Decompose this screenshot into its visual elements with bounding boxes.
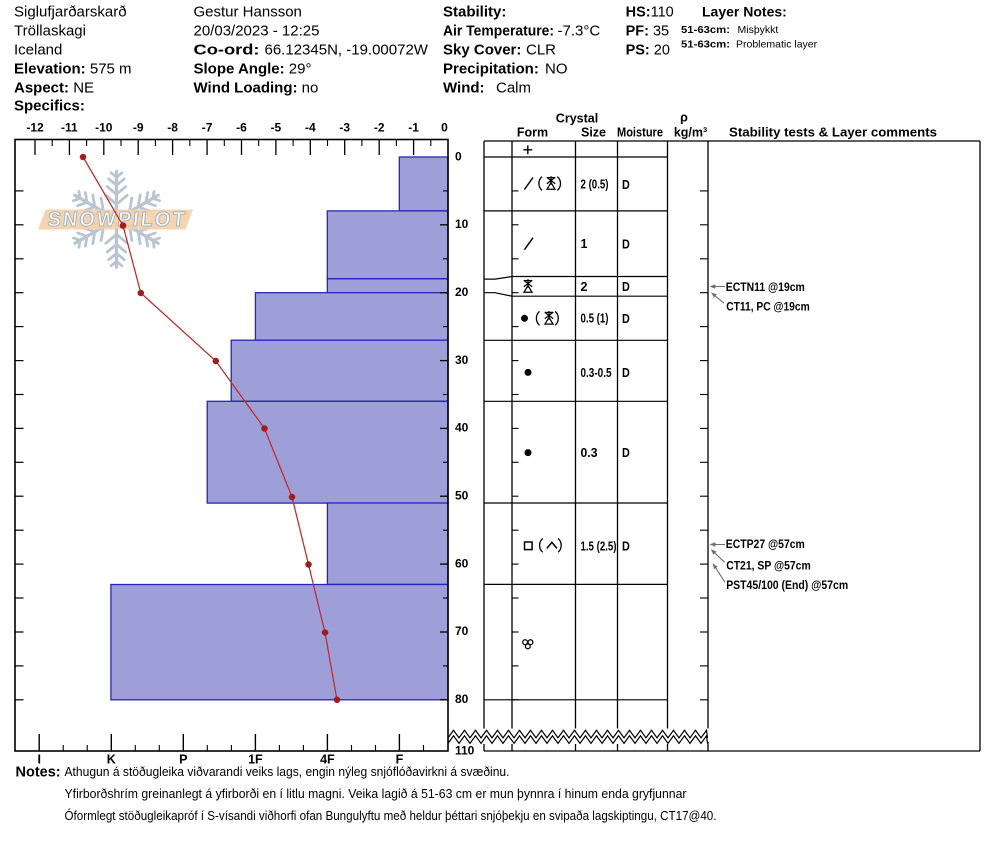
svg-text:-7: -7 bbox=[202, 121, 213, 135]
svg-text:Slope Angle: 29°: Slope Angle: 29° bbox=[194, 61, 312, 78]
svg-text:CT11, PC @19cm: CT11, PC @19cm bbox=[726, 300, 810, 314]
svg-text:0: 0 bbox=[455, 149, 462, 163]
svg-text:Gestur Hansson: Gestur Hansson bbox=[194, 4, 302, 21]
svg-text:Wind Loading: no: Wind Loading: no bbox=[194, 80, 319, 97]
svg-text:Yfirborðshrím greinanlegt á yf: Yfirborðshrím greinanlegt á yfirborði en… bbox=[65, 786, 688, 801]
svg-text:0.3-0.5: 0.3-0.5 bbox=[581, 366, 612, 380]
svg-text:-6: -6 bbox=[236, 121, 247, 135]
svg-text:Misþykkt: Misþykkt bbox=[738, 24, 779, 36]
svg-text:0.5 (1): 0.5 (1) bbox=[581, 312, 609, 326]
svg-text:-5: -5 bbox=[271, 121, 282, 135]
svg-text:51-63cm:: 51-63cm: bbox=[681, 38, 730, 50]
svg-text:ρ: ρ bbox=[680, 111, 688, 125]
svg-text:K: K bbox=[107, 753, 116, 767]
svg-text:Aspect: NE: Aspect: NE bbox=[14, 80, 94, 97]
svg-text:66.12345N, -19.00072W: 66.12345N, -19.00072W bbox=[265, 42, 429, 59]
svg-text:D: D bbox=[622, 279, 630, 294]
svg-text:-1: -1 bbox=[408, 121, 419, 135]
svg-text:Form: Form bbox=[517, 126, 548, 140]
svg-text:50: 50 bbox=[455, 489, 469, 503]
svg-text:D: D bbox=[622, 539, 630, 554]
svg-text:Iceland: Iceland bbox=[14, 42, 62, 59]
svg-text:HS:110: HS:110 bbox=[626, 5, 674, 21]
svg-text:80: 80 bbox=[455, 692, 469, 706]
svg-text:ECTP27 @57cm: ECTP27 @57cm bbox=[726, 537, 805, 551]
svg-text:kg/m³: kg/m³ bbox=[674, 126, 707, 140]
svg-text:SNOWPILOT: SNOWPILOT bbox=[46, 208, 187, 231]
svg-text:Notes:: Notes: bbox=[16, 765, 61, 781]
svg-text:-12: -12 bbox=[26, 121, 44, 135]
svg-text:Óformlegt stöðugleikapróf í S-: Óformlegt stöðugleikapróf í S-vísandi vi… bbox=[65, 808, 717, 823]
svg-text:Wind:: Wind: bbox=[443, 80, 485, 97]
svg-text:Sky Cover:: Sky Cover: bbox=[443, 42, 521, 59]
svg-text:1.5 (2.5): 1.5 (2.5) bbox=[581, 539, 617, 553]
svg-text:Specifics:: Specifics: bbox=[14, 98, 85, 115]
svg-text:1F: 1F bbox=[248, 753, 263, 767]
svg-text:Siglufjarðarskarð: Siglufjarðarskarð bbox=[14, 4, 127, 21]
svg-text:Moisture: Moisture bbox=[617, 126, 663, 140]
svg-text:D: D bbox=[622, 236, 630, 251]
svg-text:70: 70 bbox=[455, 624, 469, 638]
svg-text:-8: -8 bbox=[167, 121, 178, 135]
svg-text:51-63cm:: 51-63cm: bbox=[681, 24, 730, 36]
svg-text:Co-ord:: Co-ord: bbox=[194, 42, 260, 59]
svg-text:20/03/2023 - 12:25: 20/03/2023 - 12:25 bbox=[194, 23, 320, 40]
svg-text:Stability tests & Layer commen: Stability tests & Layer comments bbox=[729, 125, 937, 140]
svg-text:0: 0 bbox=[441, 121, 448, 135]
svg-text:110: 110 bbox=[455, 744, 475, 758]
svg-text:Stability:: Stability: bbox=[443, 4, 506, 21]
svg-text:-10: -10 bbox=[95, 121, 113, 135]
svg-text:2 (0.5): 2 (0.5) bbox=[581, 178, 609, 192]
svg-text:Layer Notes:: Layer Notes: bbox=[702, 4, 787, 20]
svg-text:60: 60 bbox=[455, 556, 469, 570]
svg-text:I: I bbox=[37, 753, 40, 767]
svg-text:D: D bbox=[622, 445, 630, 460]
svg-text:PS: 20: PS: 20 bbox=[626, 43, 670, 59]
svg-text:D: D bbox=[622, 365, 630, 380]
svg-text:Size: Size bbox=[581, 126, 606, 140]
svg-text:D: D bbox=[622, 311, 630, 326]
svg-text:ECTN11 @19cm: ECTN11 @19cm bbox=[726, 280, 805, 294]
svg-text:Tröllaskagi: Tröllaskagi bbox=[14, 23, 86, 40]
svg-text:P: P bbox=[179, 753, 187, 767]
svg-text:NO: NO bbox=[545, 61, 568, 78]
svg-text:1: 1 bbox=[581, 237, 588, 251]
svg-text:PF: 35: PF: 35 bbox=[626, 24, 670, 40]
svg-text:PST45/100 (End) @57cm: PST45/100 (End) @57cm bbox=[726, 578, 848, 592]
svg-text:-11: -11 bbox=[61, 121, 78, 135]
svg-text:Calm: Calm bbox=[496, 80, 531, 97]
svg-text:D: D bbox=[622, 177, 630, 192]
svg-text:CLR: CLR bbox=[526, 42, 556, 59]
svg-text:Elevation: 575 m: Elevation: 575 m bbox=[14, 61, 132, 78]
svg-text:-4: -4 bbox=[305, 121, 316, 135]
svg-text:30: 30 bbox=[455, 353, 469, 367]
svg-text:0.3: 0.3 bbox=[581, 446, 598, 460]
svg-text:40: 40 bbox=[455, 421, 469, 435]
svg-text:Athugun á stöðugleika viðvaran: Athugun á stöðugleika viðvarandi veiks l… bbox=[65, 764, 510, 779]
svg-text:F: F bbox=[396, 753, 404, 767]
svg-text:10: 10 bbox=[455, 217, 469, 231]
svg-text:CT21, SP @57cm: CT21, SP @57cm bbox=[726, 559, 811, 573]
svg-text:2: 2 bbox=[581, 280, 588, 294]
svg-text:4F: 4F bbox=[320, 753, 335, 767]
svg-text:-7.3°C: -7.3°C bbox=[558, 23, 601, 40]
svg-text:-3: -3 bbox=[339, 121, 350, 135]
svg-text:Crystal: Crystal bbox=[556, 112, 598, 126]
svg-text:Air Temperature:: Air Temperature: bbox=[443, 23, 554, 40]
svg-text:Precipitation:: Precipitation: bbox=[443, 61, 539, 78]
svg-text:-9: -9 bbox=[133, 121, 144, 135]
svg-text:20: 20 bbox=[455, 285, 469, 299]
svg-text:-2: -2 bbox=[374, 121, 385, 135]
svg-text:Problematic layer: Problematic layer bbox=[736, 38, 818, 50]
